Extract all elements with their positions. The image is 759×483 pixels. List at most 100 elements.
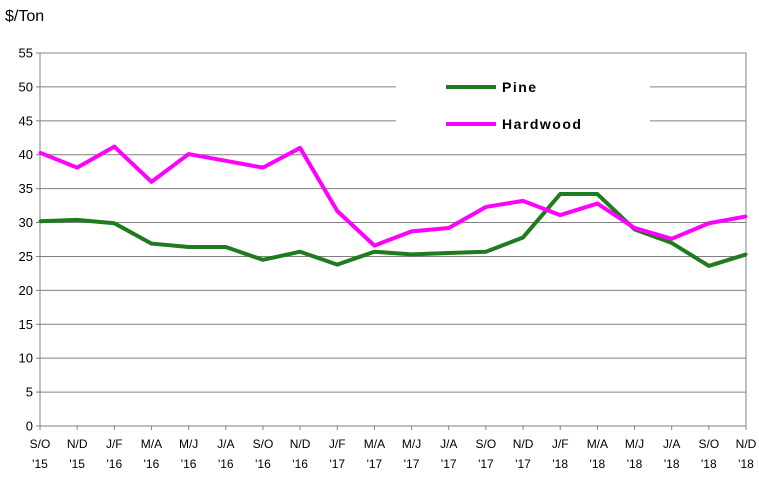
x-tick-label-year: '18 (738, 457, 754, 471)
data-point-hardwood (447, 226, 451, 230)
x-tick-label-year: '15 (32, 457, 48, 471)
x-tick-label-period: J/A (663, 437, 680, 451)
x-tick-label-year: '18 (590, 457, 606, 471)
data-point-pine (187, 245, 191, 249)
x-tick-label-year: '15 (69, 457, 85, 471)
x-tick-label-period: S/O (253, 437, 274, 451)
data-point-pine (149, 242, 153, 246)
x-tick-label-period: M/A (587, 437, 608, 451)
x-tick-label-period: J/A (440, 437, 457, 451)
data-point-pine (670, 241, 674, 245)
y-tick-label: 30 (19, 215, 33, 230)
data-point-hardwood (261, 166, 265, 170)
data-point-pine (744, 252, 748, 256)
data-point-hardwood (670, 237, 674, 241)
data-point-hardwood (707, 221, 711, 225)
data-point-pine (410, 252, 414, 256)
x-tick-label-year: '18 (627, 457, 643, 471)
data-point-hardwood (187, 152, 191, 156)
y-tick-label: 15 (19, 317, 33, 332)
y-tick-label: 10 (19, 351, 33, 366)
axes (39, 53, 746, 427)
x-axis-ticks: S/O '15 N/D '15 J/F '16 M/A '16 M/J '16 J/A '16 S/O '… (30, 426, 757, 471)
data-point-pine (75, 218, 79, 222)
x-tick-label-period: S/O (30, 437, 51, 451)
data-point-pine (558, 192, 562, 196)
data-point-pine (484, 250, 488, 254)
x-tick-label-year: '16 (218, 457, 234, 471)
data-point-hardwood (484, 205, 488, 209)
y-axis-unit-label: $/Ton (5, 8, 44, 25)
series-line-hardwood (39, 144, 747, 248)
x-tick-label-period: S/O (699, 437, 720, 451)
data-point-pine (521, 235, 525, 239)
x-tick-label-period: N/D (513, 437, 534, 451)
x-tick-label-period: J/F (329, 437, 346, 451)
data-point-hardwood (38, 151, 42, 155)
x-tick-label-year: '17 (441, 457, 457, 471)
x-tick-label-year: '17 (478, 457, 494, 471)
x-tick-label-period: J/F (106, 437, 123, 451)
data-point-hardwood (149, 180, 153, 184)
y-tick-label: 20 (19, 283, 33, 298)
data-point-hardwood (298, 146, 302, 150)
x-tick-label-year: '17 (404, 457, 420, 471)
x-tick-label-year: '18 (664, 457, 680, 471)
x-tick-label-year: '16 (181, 457, 197, 471)
data-point-pine (112, 221, 116, 225)
data-point-hardwood (410, 229, 414, 233)
y-tick-label: 5 (26, 385, 33, 400)
data-point-pine (595, 192, 599, 196)
x-tick-label-period: M/J (179, 437, 198, 451)
data-point-pine (372, 250, 376, 254)
y-tick-label: 35 (19, 181, 33, 196)
x-tick-label-year: '16 (106, 457, 122, 471)
y-axis-ticks: 0 5 10 15 20 25 30 35 40 45 50 55 (19, 46, 40, 434)
data-point-hardwood (744, 214, 748, 218)
series-lines (38, 144, 748, 268)
y-tick-label: 0 (26, 419, 33, 434)
x-tick-label-period: M/A (141, 437, 162, 451)
x-tick-label-period: M/J (625, 437, 644, 451)
data-point-hardwood (112, 145, 116, 149)
x-tick-label-period: N/D (736, 437, 757, 451)
legend-box (396, 70, 650, 144)
data-point-hardwood (335, 209, 339, 213)
x-tick-label-period: S/O (476, 437, 497, 451)
y-tick-label: 25 (19, 249, 33, 264)
y-tick-label: 55 (19, 46, 33, 61)
data-point-hardwood (633, 226, 637, 230)
data-point-hardwood (595, 202, 599, 206)
x-tick-label-period: N/D (290, 437, 311, 451)
y-tick-label: 50 (19, 79, 33, 94)
legend-item-pine: Pine (446, 79, 538, 95)
legend-label-pine: Pine (502, 79, 538, 95)
legend-item-hardwood: Hardwood (446, 116, 581, 132)
x-tick-label-period: M/J (402, 437, 421, 451)
data-point-hardwood (75, 166, 79, 170)
data-point-pine (335, 263, 339, 267)
x-tick-label-year: '16 (292, 457, 308, 471)
x-tick-label-year: '17 (329, 457, 345, 471)
data-point-hardwood (521, 199, 525, 203)
data-point-pine (224, 245, 228, 249)
data-point-pine (298, 250, 302, 254)
x-tick-label-year: '16 (255, 457, 271, 471)
data-point-pine (447, 251, 451, 255)
legend: Pine Hardwood (396, 70, 650, 144)
x-tick-label-year: '17 (367, 457, 383, 471)
data-point-hardwood (224, 159, 228, 163)
y-tick-label: 45 (19, 113, 33, 128)
x-tick-label-year: '18 (552, 457, 568, 471)
x-tick-label-year: '17 (515, 457, 531, 471)
x-tick-label-period: M/A (364, 437, 385, 451)
data-point-pine (261, 258, 265, 262)
data-point-hardwood (558, 213, 562, 217)
x-tick-label-period: N/D (67, 437, 88, 451)
data-point-hardwood (372, 244, 376, 248)
x-tick-label-period: J/F (552, 437, 569, 451)
x-tick-label-year: '18 (701, 457, 717, 471)
x-tick-label-period: J/A (217, 437, 234, 451)
y-tick-label: 40 (19, 147, 33, 162)
